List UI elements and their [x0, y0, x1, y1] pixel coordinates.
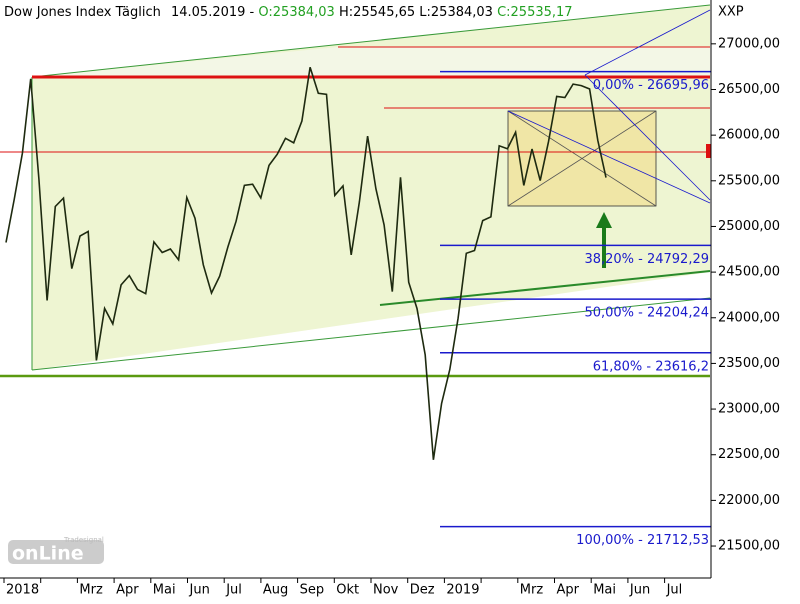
- y-tick-label: 25500,00: [718, 173, 780, 188]
- y-tick-label: 26000,00: [718, 128, 780, 143]
- logo-badge: [8, 540, 104, 564]
- x-tick-label: Aug: [263, 583, 288, 598]
- box-diagonal: [507, 110, 657, 207]
- price-line: [5, 66, 607, 460]
- x-axis: 2018 Mrz Apr Mai Jun Jul Aug Sep Okt Nov Dez 2019 Mr…: [3, 578, 683, 598]
- header-high: H:25545,65: [339, 5, 415, 20]
- fibonacci: 0,00% - 26695,96 38,20% - 24792,29 50,00% …: [440, 70, 711, 548]
- y-tick-label: 21500,00: [718, 539, 780, 554]
- header: Dow Jones Index Täglich 14.05.2019 - O:2…: [4, 5, 573, 20]
- fib-label: 100,00% - 21712,53: [576, 533, 709, 548]
- header-date: 14.05.2019 -: [171, 5, 255, 20]
- x-tick-label: Jul: [666, 583, 683, 598]
- logo-text: onLine: [12, 543, 84, 565]
- y-axis: 21500,00 22000,00 22500,00 23000,00 23500,00…: [711, 36, 780, 554]
- y-tick-label: 22500,00: [718, 447, 780, 462]
- x-tick-label: Apr: [557, 583, 580, 598]
- x-tick-label: 2019: [446, 583, 479, 598]
- logo: onLine Tradesignal: [8, 536, 104, 565]
- y-tick-label: 25000,00: [718, 219, 780, 234]
- logo-brand: Tradesignal: [63, 536, 104, 544]
- y-tick-label: 24500,00: [718, 265, 780, 280]
- header-low: L:25384,03: [419, 5, 493, 20]
- x-tick-label: Jun: [189, 583, 210, 598]
- header-open: O:25384,03: [258, 5, 334, 20]
- y-tick-label: 23000,00: [718, 402, 780, 417]
- price-marker: [706, 144, 711, 158]
- x-tick-label: Dez: [410, 583, 435, 598]
- fan-line: [584, 9, 711, 76]
- fib-label: 50,00% - 24204,24: [584, 306, 709, 321]
- x-tick-label: Mrz: [520, 583, 544, 598]
- resistance-fill: [32, 47, 710, 77]
- x-tick-label: Sep: [300, 583, 325, 598]
- y-tick-label: 22000,00: [718, 493, 780, 508]
- arrow-head: [596, 212, 612, 228]
- x-tick-label: Mai: [593, 583, 616, 598]
- x-tick-label: Mrz: [79, 583, 103, 598]
- fib-label: 61,80% - 23616,2: [593, 359, 709, 374]
- y-tick-label: 27000,00: [718, 36, 780, 51]
- trend-line: [31, 4, 711, 78]
- y-tick-label: 24000,00: [718, 310, 780, 325]
- x-tick-label: Jul: [225, 583, 242, 598]
- drawings: [0, 4, 711, 378]
- symbol: XXP: [718, 5, 744, 20]
- trend-line: [379, 270, 711, 306]
- header-title: Dow Jones Index Täglich: [4, 5, 161, 20]
- plot: [5, 66, 607, 460]
- x-tick-label: Nov: [373, 583, 399, 598]
- x-tick-label: Apr: [116, 583, 139, 598]
- fan-line: [507, 110, 711, 204]
- x-tick-label: 2018: [6, 583, 39, 598]
- trend-line: [31, 297, 711, 371]
- header-close: C:25535,17: [497, 5, 573, 20]
- channel-fill: [32, 5, 710, 370]
- x-tick-label: Okt: [336, 583, 359, 598]
- fan-line: [584, 74, 711, 201]
- fib-label: 38,20% - 24792,29: [584, 252, 709, 267]
- y-tick-label: 23500,00: [718, 356, 780, 371]
- y-tick-label: 26500,00: [718, 82, 780, 97]
- x-tick-label: Mai: [153, 583, 176, 598]
- x-tick-label: Jun: [629, 583, 650, 598]
- fib-label: 0,00% - 26695,96: [593, 78, 709, 93]
